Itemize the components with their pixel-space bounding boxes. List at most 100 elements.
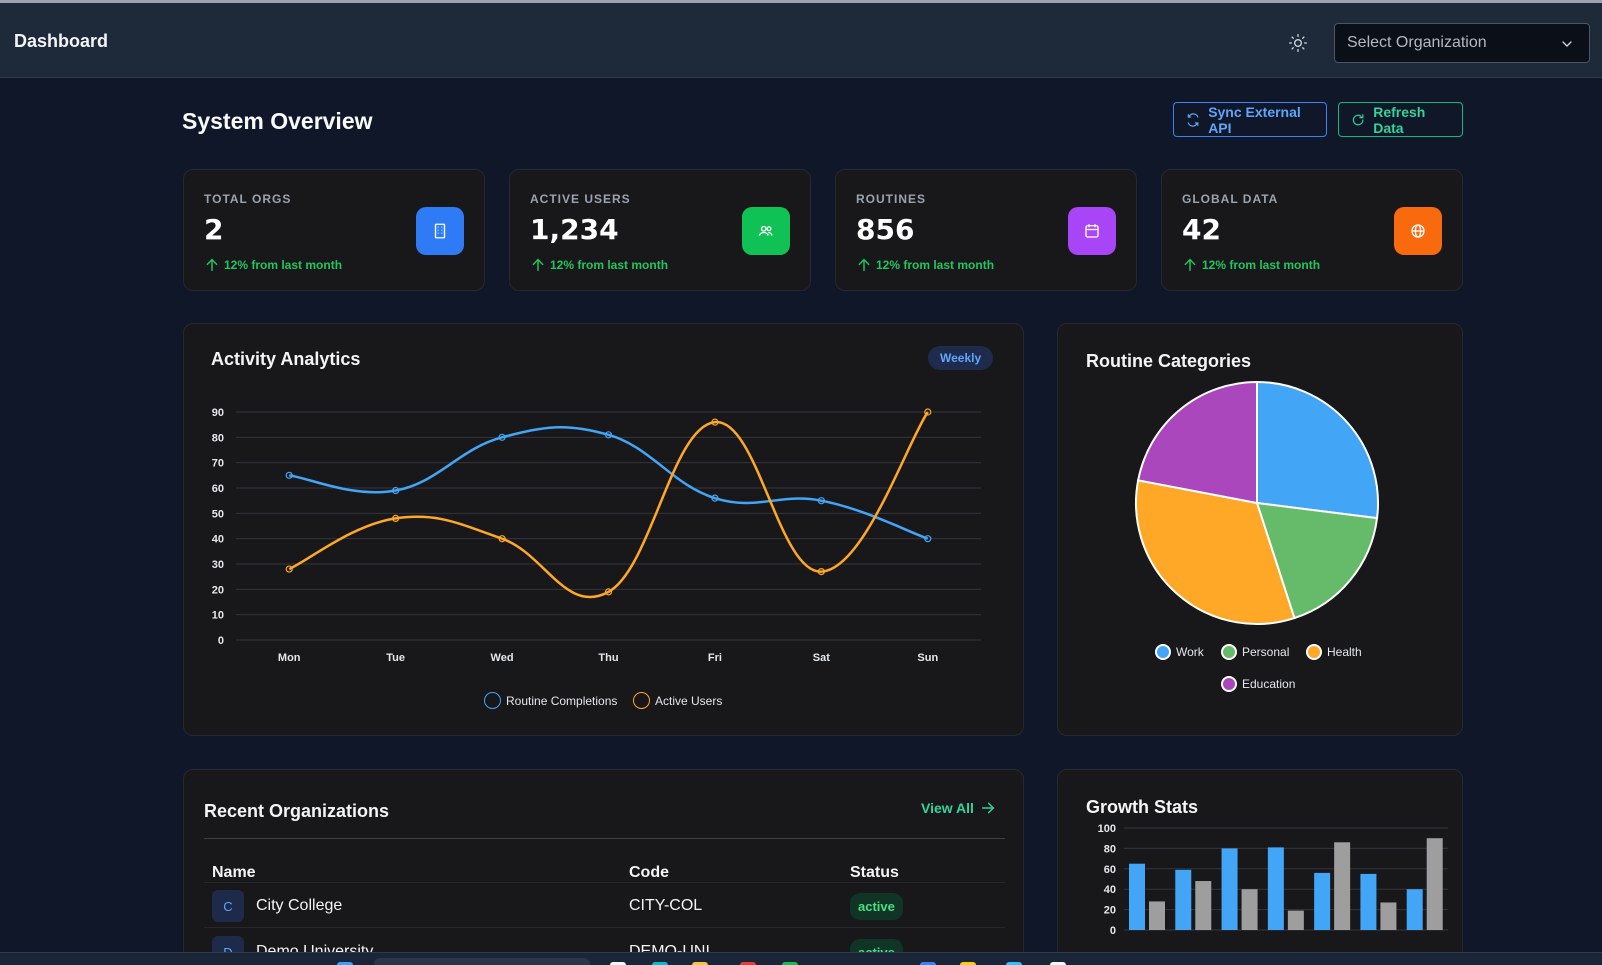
table-divider xyxy=(204,838,1005,839)
os-taskbar xyxy=(0,952,1602,965)
activity-line-chart: 0 10 20 30 40 50 60 70 80 90 Mon Tue Wed Thu Fri Sat Sun xyxy=(212,407,981,664)
legend-swatch xyxy=(1221,676,1237,692)
y-tick-label: 60 xyxy=(1104,864,1116,876)
stat-value: 2 xyxy=(204,213,224,246)
stat-label: ROUTINES xyxy=(856,192,927,206)
legend-swatch xyxy=(633,692,650,709)
organization-select[interactable]: Select Organization xyxy=(1334,23,1590,63)
folder-icon[interactable] xyxy=(692,962,708,965)
bar xyxy=(1334,842,1351,930)
legend-health[interactable]: Health xyxy=(1306,644,1362,660)
legend-swatch xyxy=(1306,644,1322,660)
bar xyxy=(1426,838,1443,930)
stat-trend-text: 12% from last month xyxy=(1202,258,1321,272)
view-all-label: View All xyxy=(921,800,974,816)
avatar: C xyxy=(212,890,244,922)
bar xyxy=(1221,848,1238,930)
start-icon[interactable] xyxy=(337,962,353,965)
routine-categories-pie-chart xyxy=(1135,380,1379,625)
sync-icon xyxy=(1187,112,1199,127)
users-icon xyxy=(742,207,790,255)
bar xyxy=(1380,902,1397,930)
column-header-name: Name xyxy=(212,864,256,881)
activity-analytics-panel: Activity Analytics Weekly 0 10 20 30 40 50 60 7… xyxy=(183,323,1024,736)
legend-label: Work xyxy=(1176,645,1204,659)
arrow-right-icon xyxy=(981,802,995,814)
theme-toggle-button[interactable] xyxy=(1284,29,1312,57)
stat-trend: 12% from last month xyxy=(204,257,342,273)
arrow-up-icon xyxy=(532,258,544,272)
refresh-data-button[interactable]: Refresh Data xyxy=(1338,102,1463,137)
bar xyxy=(1267,847,1284,930)
calendar-icon xyxy=(1068,207,1116,255)
taskbar-app-icon[interactable] xyxy=(960,962,976,965)
org-code: CITY-COL xyxy=(629,897,703,914)
legend-label: Health xyxy=(1327,645,1362,659)
x-tick-label: Sun xyxy=(917,652,938,664)
legend-personal[interactable]: Personal xyxy=(1221,644,1289,660)
column-header-code: Code xyxy=(629,864,669,881)
data-point xyxy=(711,494,719,502)
y-tick-label: 90 xyxy=(212,407,224,419)
browser-icon[interactable] xyxy=(740,962,756,965)
pie-slice-health xyxy=(1135,479,1296,625)
data-point xyxy=(285,565,293,573)
legend-label: Personal xyxy=(1242,645,1290,659)
stat-label: ACTIVE USERS xyxy=(530,192,631,206)
refresh-data-label: Refresh Data xyxy=(1373,103,1426,136)
row-divider xyxy=(204,882,1005,883)
legend-swatch xyxy=(1221,644,1237,660)
y-tick-label: 100 xyxy=(1098,823,1116,835)
legend-swatch xyxy=(1155,644,1171,660)
data-point xyxy=(924,535,932,543)
stat-label: GLOBAL DATA xyxy=(1182,192,1279,206)
legend-work[interactable]: Work xyxy=(1155,644,1204,660)
taskbar-search-input[interactable] xyxy=(374,958,590,965)
stat-card-total-orgs: TOTAL ORGS 2 12% from last month xyxy=(183,169,485,291)
stat-value: 42 xyxy=(1182,213,1221,246)
activity-analytics-title: Activity Analytics xyxy=(211,349,361,369)
view-all-link[interactable]: View All xyxy=(921,800,996,816)
weekly-badge[interactable]: Weekly xyxy=(928,346,994,370)
bar xyxy=(1287,910,1304,930)
row-divider xyxy=(204,927,1005,928)
bar xyxy=(1406,889,1423,930)
y-tick-label: 40 xyxy=(1104,884,1116,896)
taskbar-app-icon[interactable] xyxy=(1006,962,1022,965)
taskbar-app-icon[interactable] xyxy=(782,962,798,965)
growth-stats-bar-chart: 0 20 40 60 80 100 xyxy=(1098,823,1448,937)
stat-label: TOTAL ORGS xyxy=(204,192,292,206)
stat-card-active-users: ACTIVE USERS 1,234 12% from last month xyxy=(509,169,811,291)
taskbar-app-icon[interactable] xyxy=(652,962,668,965)
taskbar-app-icon[interactable] xyxy=(610,962,626,965)
legend-active-users[interactable]: Active Users xyxy=(633,692,722,709)
x-tick-label: Wed xyxy=(491,652,514,664)
building-icon xyxy=(416,207,464,255)
bar xyxy=(1241,889,1258,930)
organization-select-value: Select Organization xyxy=(1347,34,1487,51)
y-tick-label: 20 xyxy=(212,584,224,596)
routine-categories-title: Routine Categories xyxy=(1086,351,1252,371)
column-header-status: Status xyxy=(850,864,899,881)
sun-icon xyxy=(1289,34,1307,52)
y-tick-label: 30 xyxy=(212,559,224,571)
sync-external-api-button[interactable]: Sync External API xyxy=(1173,102,1327,137)
stat-trend-text: 12% from last month xyxy=(224,258,343,272)
data-point xyxy=(817,568,825,576)
taskbar-app-icon[interactable] xyxy=(1050,962,1066,965)
y-tick-label: 0 xyxy=(1110,925,1116,937)
stat-trend: 12% from last month xyxy=(856,257,994,273)
y-tick-label: 80 xyxy=(212,432,224,444)
stat-card-global-data: GLOBAL DATA 42 12% from last month xyxy=(1161,169,1463,291)
growth-stats-panel: Growth Stats 0 20 40 60 80 100 xyxy=(1057,769,1463,965)
status-badge: active xyxy=(850,893,903,920)
arrow-up-icon xyxy=(858,258,870,272)
legend-education[interactable]: Education xyxy=(1221,676,1295,692)
taskbar-app-icon[interactable] xyxy=(920,962,936,965)
series-line-0 xyxy=(289,425,929,540)
y-tick-label: 10 xyxy=(212,610,224,622)
data-point xyxy=(604,431,613,439)
legend-routine-completions[interactable]: Routine Completions xyxy=(484,692,617,709)
legend-label: Education xyxy=(1242,677,1296,691)
page-title: System Overview xyxy=(182,108,373,134)
